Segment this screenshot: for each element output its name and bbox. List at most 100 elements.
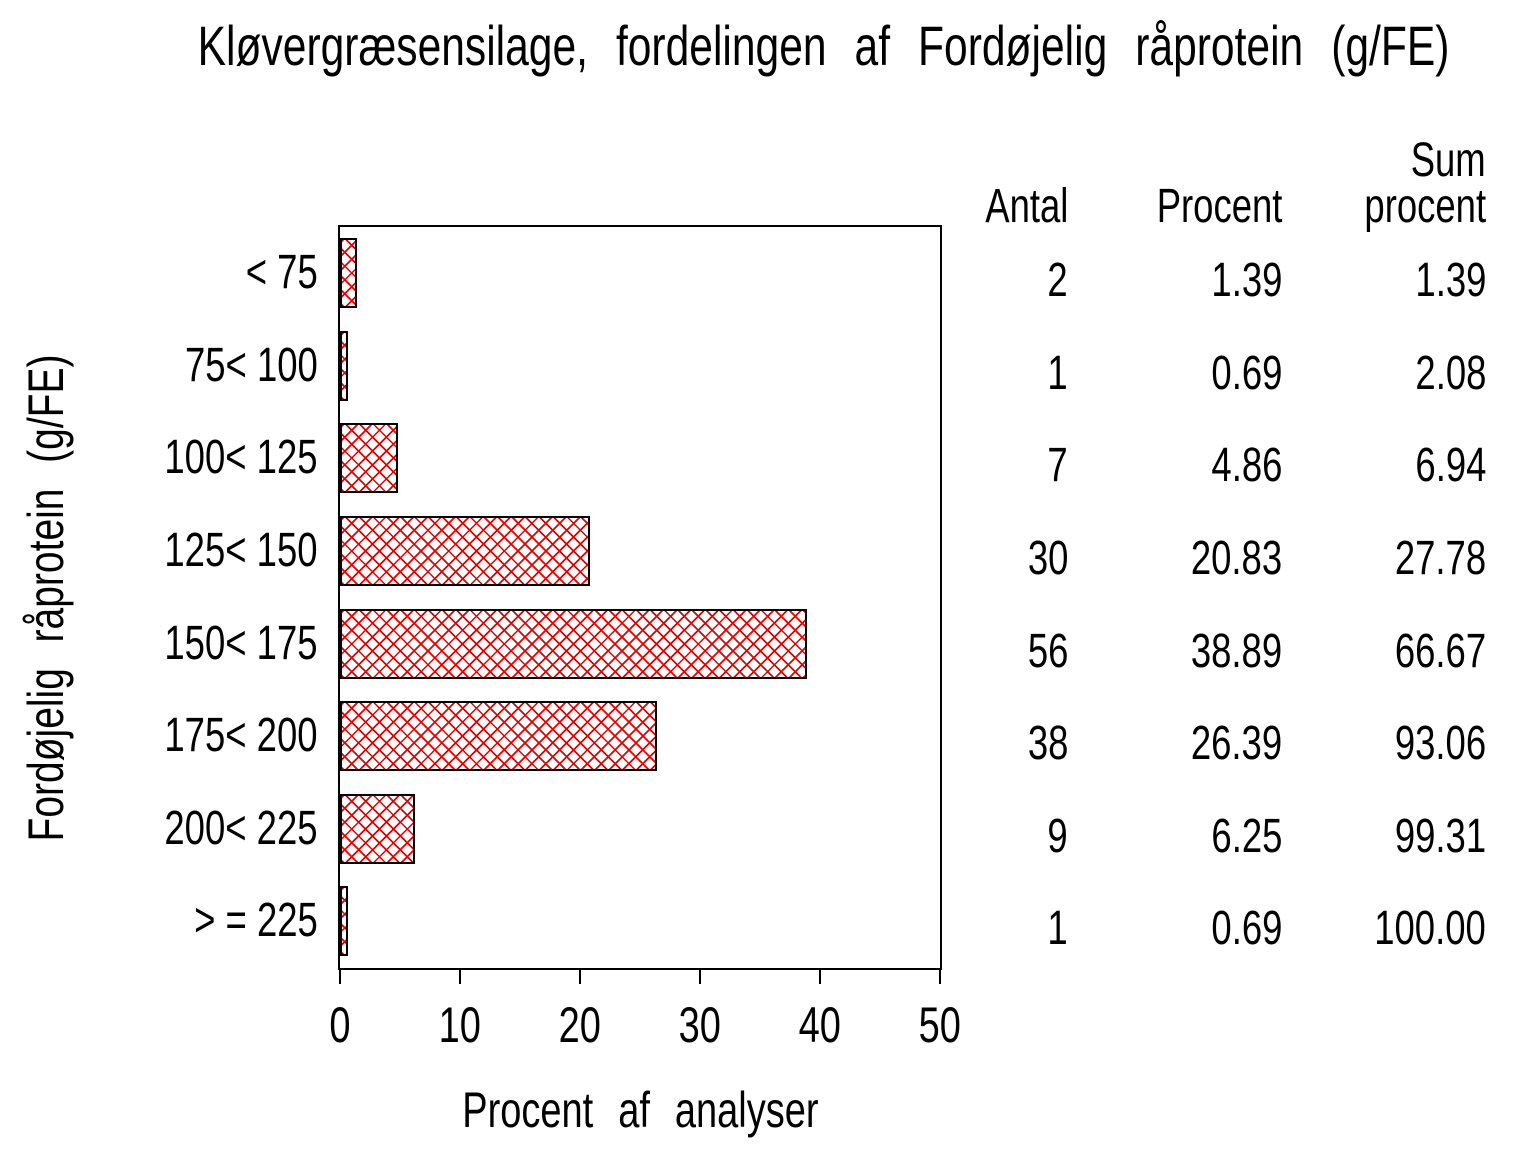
table-row: 1 0.69 100.00	[950, 901, 1486, 957]
table-header-row: Antal Procent procent	[950, 179, 1486, 235]
category-label: 175< 200	[40, 708, 318, 764]
cell-text: 9	[1047, 809, 1068, 863]
bar-150<175	[340, 608, 807, 679]
cell-col-sum-procent: 1.39	[1282, 253, 1486, 309]
x-axis-title: Procent af analyser	[461, 1082, 819, 1138]
cell-text: 1.39	[1414, 254, 1486, 307]
cell-text: 66.67	[1394, 624, 1486, 678]
cell-col-procent: 20.83	[1068, 531, 1282, 587]
cell-col-procent: 0.69	[1068, 901, 1282, 957]
x-tick-label-text: 10	[438, 997, 482, 1053]
cell-text: 6.94	[1414, 439, 1486, 493]
category-label: 75< 100	[40, 338, 318, 394]
category-label-text: 150< 175	[164, 616, 318, 670]
cell-col-sum-procent: 2.08	[1282, 346, 1486, 402]
bar-100<125	[340, 423, 399, 494]
cell-col-sum-procent: 6.94	[1282, 438, 1486, 494]
cell-text: 27.78	[1394, 531, 1486, 585]
y-axis-title: Fordøjelig råprotein (g/FE)	[18, 354, 74, 842]
cell-col-sum-procent: 66.67	[1282, 624, 1486, 680]
category-label: 125< 150	[40, 523, 318, 579]
cell-col-procent: 4.86	[1068, 438, 1282, 494]
cell-col-antal: 7	[950, 438, 1068, 494]
cell-col-antal: 2	[950, 253, 1068, 309]
bar-200<225	[340, 793, 415, 864]
cell-col-antal: 38	[950, 716, 1068, 772]
cell-text: 38.89	[1190, 624, 1282, 678]
cell-col-sum-procent: 99.31	[1282, 809, 1486, 865]
table-row: 1 0.69 2.08	[950, 346, 1486, 402]
x-tick-mark	[819, 970, 821, 984]
x-tick-label: 50	[880, 997, 1000, 1053]
table-row: 9 6.25 99.31	[950, 809, 1486, 865]
cell-col-sum-procent: 27.78	[1282, 531, 1486, 587]
table-row: 30 20.83 27.78	[950, 531, 1486, 587]
table-header-col-sum-procent: procent	[1282, 179, 1486, 235]
cell-col-procent: 1.39	[1068, 253, 1282, 309]
x-tick-label-text: 20	[558, 997, 602, 1053]
x-tick-mark	[699, 970, 701, 984]
x-tick-mark	[339, 970, 341, 984]
category-label-text: < 75	[245, 246, 318, 299]
bar-125<150	[340, 515, 590, 586]
category-label: 100< 125	[40, 430, 318, 486]
cell-text: 30	[1027, 531, 1068, 585]
cell-text: 1	[1047, 902, 1068, 956]
bar-<75	[340, 238, 357, 308]
x-tick-label-text: 0	[329, 997, 351, 1053]
cell-text: 20.83	[1190, 531, 1282, 585]
bar-175<200	[340, 701, 657, 772]
table-header-text: Procent	[1156, 180, 1282, 233]
x-tick-label-text: 30	[678, 997, 722, 1053]
category-label-text: > = 225	[194, 894, 318, 948]
cell-col-procent: 0.69	[1068, 346, 1282, 402]
category-label: < 75	[40, 245, 318, 301]
table-row: 56 38.89 66.67	[950, 624, 1486, 680]
table-row: 7 4.86 6.94	[950, 438, 1486, 494]
cell-col-sum-procent: 93.06	[1282, 716, 1486, 772]
category-label-text: 175< 200	[164, 709, 318, 763]
table-row: 2 1.39 1.39	[950, 253, 1486, 309]
cell-col-antal: 1	[950, 901, 1068, 957]
cell-text: 1	[1047, 346, 1068, 400]
category-label: 200< 225	[40, 801, 318, 857]
cell-text: 2.08	[1414, 346, 1486, 400]
cell-col-procent: 26.39	[1068, 716, 1282, 772]
x-tick-mark	[939, 970, 941, 984]
cell-col-antal: 9	[950, 809, 1068, 865]
chart-title-text: Kløvergræsensilage, fordelingen af Fordø…	[197, 14, 1450, 77]
x-tick-mark	[459, 970, 461, 984]
x-tick-label: 0	[280, 997, 400, 1053]
cell-text: 100.00	[1374, 902, 1486, 956]
cell-text: 38	[1027, 717, 1068, 771]
table-header-sum: Sum	[1410, 134, 1486, 187]
category-label-text: 125< 150	[164, 523, 318, 577]
cell-text: 93.06	[1394, 717, 1486, 771]
table-header-col-antal: Antal	[950, 179, 1068, 235]
table-header-text: Antal	[984, 180, 1068, 233]
cell-text: 99.31	[1394, 809, 1486, 863]
cell-text: 26.39	[1190, 717, 1282, 771]
table-header-col-procent: Procent	[1068, 179, 1282, 235]
category-label-text: 75< 100	[185, 338, 318, 392]
x-tick-mark	[579, 970, 581, 984]
x-tick-label-text: 50	[918, 997, 962, 1053]
table-header-text: procent	[1364, 180, 1486, 233]
cell-text: 56	[1027, 624, 1068, 678]
cell-col-antal: 1	[950, 346, 1068, 402]
x-tick-label: 20	[520, 997, 640, 1053]
cell-col-procent: 38.89	[1068, 624, 1282, 680]
category-label: 150< 175	[40, 616, 318, 672]
cell-text: 2	[1047, 254, 1068, 307]
x-tick-label-text: 40	[798, 997, 842, 1053]
category-label: > = 225	[40, 893, 318, 949]
category-label-text: 200< 225	[164, 801, 318, 855]
plot-frame	[338, 225, 942, 970]
cell-text: 4.86	[1210, 439, 1282, 493]
cell-col-procent: 6.25	[1068, 809, 1282, 865]
x-tick-label: 10	[400, 997, 520, 1053]
cell-text: 0.69	[1210, 346, 1282, 400]
chart-title: Kløvergræsensilage, fordelingen af Fordø…	[0, 16, 1536, 76]
table-row: 38 26.39 93.06	[950, 716, 1486, 772]
